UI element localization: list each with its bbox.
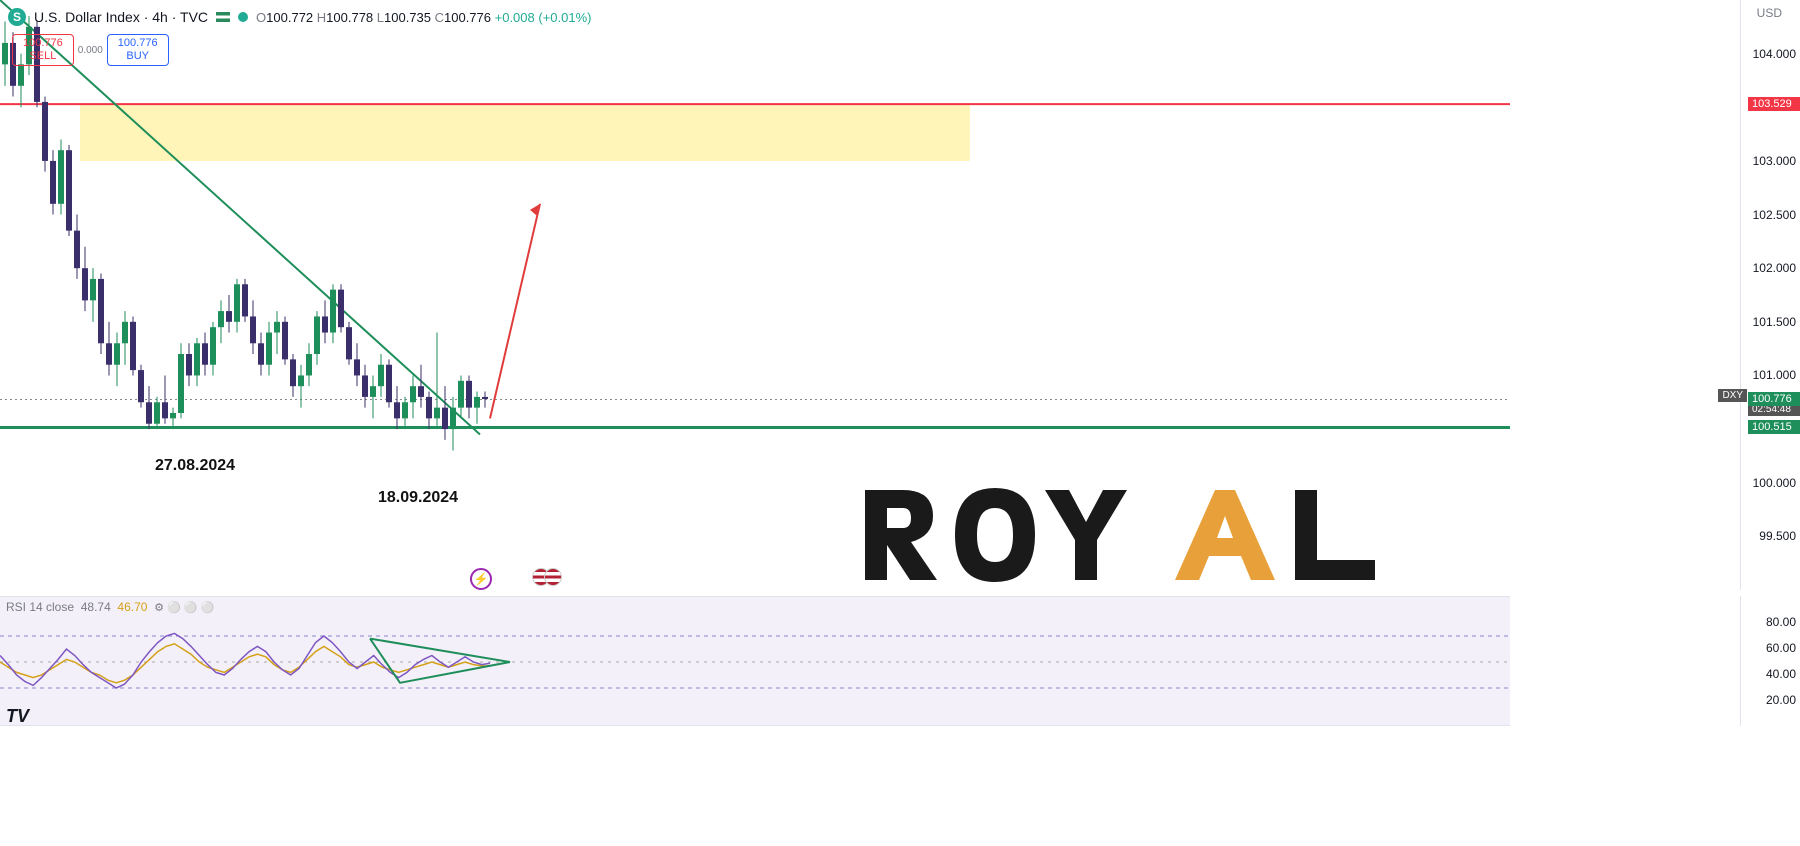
resistance-price-tag: 103.529: [1748, 97, 1800, 111]
svg-text:27.08.2024: 27.08.2024: [155, 457, 235, 474]
buy-label: BUY: [118, 50, 158, 63]
rsi-settings-icon[interactable]: ⚙ ⚪ ⚪ ⚪: [154, 602, 214, 614]
market-status-icon: [238, 12, 248, 22]
rsi-tick: 60.00: [1766, 641, 1796, 655]
ohlc-values: O100.772 H100.778 L100.735 C100.776 +0.0…: [256, 10, 591, 25]
rsi-label: RSI 14 close: [6, 600, 74, 614]
spread-value: 0.000: [78, 45, 103, 56]
rsi-tick: 40.00: [1766, 667, 1796, 681]
buy-button[interactable]: 100.776 BUY: [107, 34, 169, 66]
price-tick: 101.500: [1753, 315, 1796, 329]
symbol-icon[interactable]: S: [8, 8, 26, 26]
rsi-axis[interactable]: 80.00 60.00 40.00 20.00: [1740, 596, 1800, 726]
price-tick: 100.000: [1753, 476, 1796, 490]
symbol-badge: DXY: [1718, 389, 1747, 402]
price-tick: 99.500: [1759, 529, 1796, 543]
watermark-logo: ONE: [815, 480, 1515, 590]
lightning-icon[interactable]: ⚡: [470, 568, 492, 590]
exchange-flag-icon: [216, 12, 230, 22]
sell-label: SELL: [23, 50, 63, 63]
price-tick: 103.000: [1753, 154, 1796, 168]
svg-text:18.09.2024: 18.09.2024: [378, 489, 458, 506]
support-price-tag: 100.515: [1748, 420, 1800, 434]
flag-icons[interactable]: [532, 568, 562, 590]
current-price-tag: 100.776: [1748, 392, 1800, 406]
buy-price: 100.776: [118, 37, 158, 50]
price-tick: 101.000: [1753, 368, 1796, 382]
rsi-panel[interactable]: [0, 596, 1510, 726]
tradingview-logo-icon[interactable]: TV: [6, 706, 25, 727]
price-tick: 104.000: [1753, 47, 1796, 61]
event-icons: ⚡: [470, 568, 562, 590]
price-axis[interactable]: 104.000 103.000 102.500 102.000 101.500 101.0…: [1740, 0, 1800, 590]
rsi-header: RSI 14 close 48.74 46.70 ⚙ ⚪ ⚪ ⚪: [6, 600, 214, 614]
rsi-value-1: 48.74: [81, 600, 111, 614]
buy-sell-panel: 100.776 SELL 0.000 100.776 BUY: [12, 34, 169, 66]
rsi-tick: 20.00: [1766, 693, 1796, 707]
rsi-tick: 80.00: [1766, 615, 1796, 629]
svg-text:ONE: ONE: [815, 493, 817, 555]
sell-price: 100.776: [23, 37, 63, 50]
rsi-value-2: 46.70: [117, 600, 147, 614]
chart-header: S U.S. Dollar Index · 4h · TVC O100.772 …: [8, 8, 592, 26]
sell-button[interactable]: 100.776 SELL: [12, 34, 74, 66]
price-tick: 102.500: [1753, 208, 1796, 222]
price-tick: 102.000: [1753, 261, 1796, 275]
symbol-title[interactable]: U.S. Dollar Index · 4h · TVC: [34, 9, 208, 25]
